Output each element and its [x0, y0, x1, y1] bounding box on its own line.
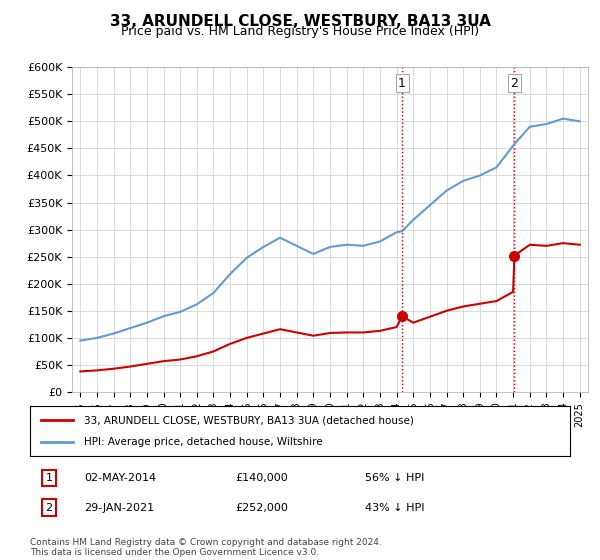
Text: 02-MAY-2014: 02-MAY-2014	[84, 473, 156, 483]
Text: 33, ARUNDELL CLOSE, WESTBURY, BA13 3UA (detached house): 33, ARUNDELL CLOSE, WESTBURY, BA13 3UA (…	[84, 415, 414, 425]
Text: 33, ARUNDELL CLOSE, WESTBURY, BA13 3UA: 33, ARUNDELL CLOSE, WESTBURY, BA13 3UA	[110, 14, 490, 29]
Text: 2: 2	[46, 502, 52, 512]
Text: 43% ↓ HPI: 43% ↓ HPI	[365, 502, 424, 512]
Text: 1: 1	[46, 473, 52, 483]
Text: HPI: Average price, detached house, Wiltshire: HPI: Average price, detached house, Wilt…	[84, 437, 323, 447]
Text: 56% ↓ HPI: 56% ↓ HPI	[365, 473, 424, 483]
Text: 1: 1	[398, 77, 406, 90]
Text: £140,000: £140,000	[235, 473, 288, 483]
Text: Contains HM Land Registry data © Crown copyright and database right 2024.
This d: Contains HM Land Registry data © Crown c…	[30, 538, 382, 557]
Text: 2: 2	[511, 77, 518, 90]
Text: £252,000: £252,000	[235, 502, 288, 512]
Text: 29-JAN-2021: 29-JAN-2021	[84, 502, 154, 512]
Text: Price paid vs. HM Land Registry's House Price Index (HPI): Price paid vs. HM Land Registry's House …	[121, 25, 479, 38]
